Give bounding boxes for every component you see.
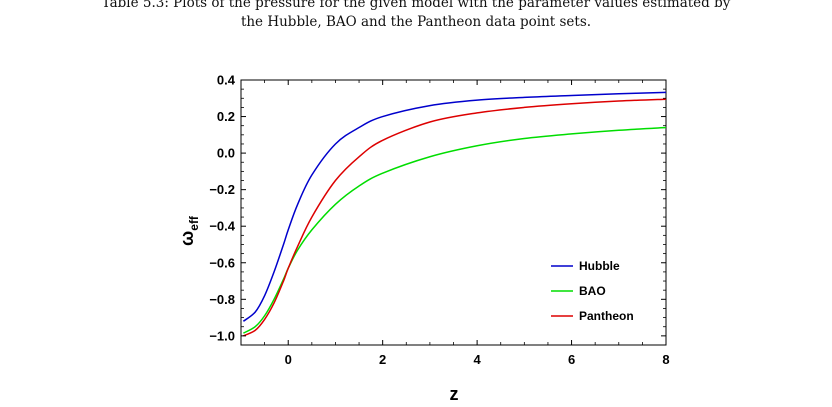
plot-frame xyxy=(240,79,667,346)
y-axis-label: ωeff xyxy=(177,215,201,246)
y-tick-label: −0.8 xyxy=(209,292,235,307)
y-tick-label: −0.2 xyxy=(209,182,235,197)
legend-label-hubble: Hubble xyxy=(579,259,620,273)
x-axis-label: z xyxy=(450,384,459,404)
x-tick-label: 0 xyxy=(285,352,292,367)
series-line-bao xyxy=(243,126,667,334)
x-tick-label: 8 xyxy=(662,352,669,367)
y-tick-label: −1.0 xyxy=(209,328,235,343)
caption-line-2: the Hubble, BAO and the Pantheon data po… xyxy=(240,14,592,30)
y-tick-label: 0.2 xyxy=(217,109,235,124)
legend-label-pantheon: Pantheon xyxy=(579,309,634,323)
y-axis-label-sub: eff xyxy=(187,215,201,231)
legend-label-bao: BAO xyxy=(579,284,606,298)
y-axis-label-main: ω xyxy=(177,231,197,246)
series-line-hubble xyxy=(242,91,667,322)
series-line-pantheon xyxy=(243,98,667,337)
x-tick-label: 2 xyxy=(379,352,386,367)
y-tick-label: 0.0 xyxy=(217,146,235,161)
y-tick-label: −0.6 xyxy=(209,255,235,270)
y-tick-label: −0.4 xyxy=(209,219,235,234)
y-tick-label: 0.4 xyxy=(217,73,236,88)
x-tick-label: 4 xyxy=(473,352,481,367)
x-tick-label: 6 xyxy=(568,352,575,367)
caption-line-1: Table 5.3: Plots of the pressure for the… xyxy=(101,0,731,11)
